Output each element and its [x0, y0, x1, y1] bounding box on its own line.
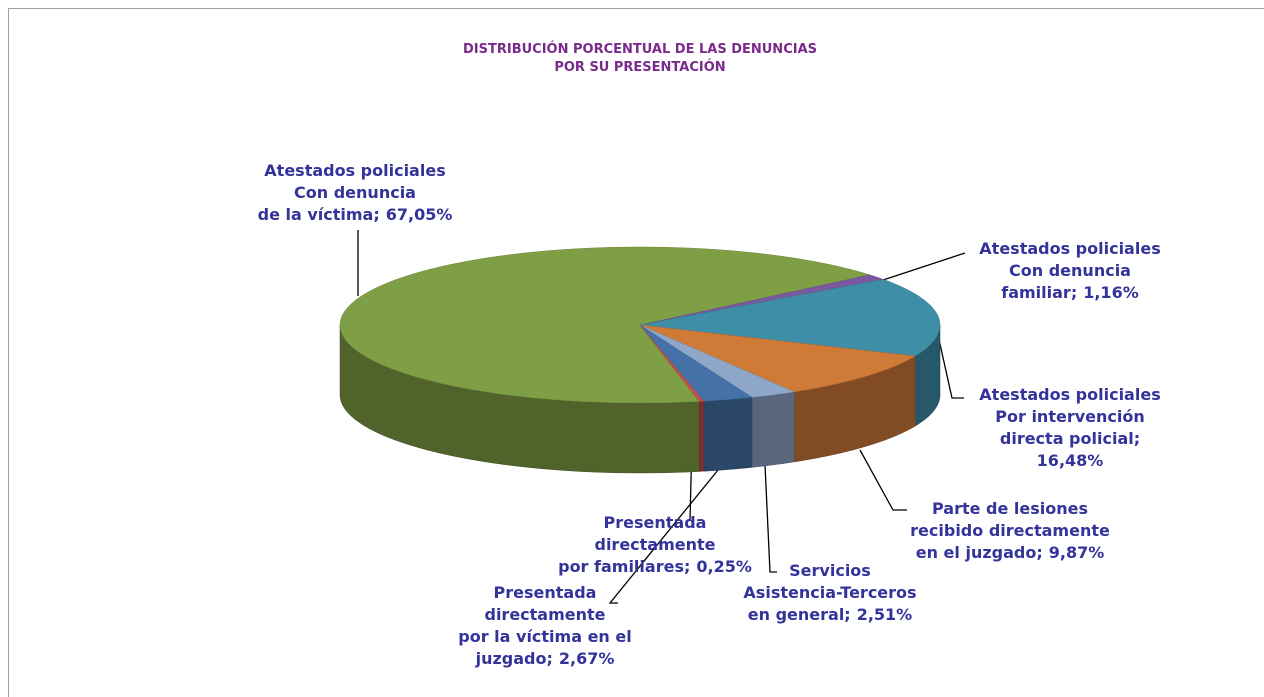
pie-sides: [339, 324, 941, 474]
label-line: Presentada: [494, 583, 597, 602]
value-label: 2,51%: [857, 605, 913, 624]
value-label: 2,67%: [559, 649, 615, 668]
slice-side: [699, 400, 705, 472]
label-line: directamente: [594, 535, 715, 554]
leader-line: [859, 449, 907, 511]
slice: [639, 279, 941, 357]
label-line: Con denuncia: [1009, 261, 1131, 280]
label-line: Asistencia-Terceros: [743, 583, 916, 602]
data-label: Atestados policiales Con denuncia familiar…: [979, 239, 1160, 302]
slice: [639, 324, 705, 402]
label-line: familiar;: [1001, 283, 1077, 302]
label-line: Atestados policiales: [264, 161, 445, 180]
value-label: 9,87%: [1049, 543, 1105, 562]
leader-line: [764, 464, 777, 573]
value-label: 1,16%: [1083, 283, 1139, 302]
data-label: Parte de lesiones recibido directamente en…: [910, 499, 1110, 562]
label-line: Con denuncia: [294, 183, 416, 202]
slice: [639, 324, 796, 398]
label-line: en el juzgado;: [916, 543, 1043, 562]
data-label: Atestados policiales Con denuncia de la ví…: [258, 161, 453, 224]
slice: [639, 324, 753, 402]
data-label: Presentada directamente por la víctima en …: [458, 583, 631, 668]
slice-side: [751, 391, 795, 468]
value-label: 0,25%: [696, 557, 752, 576]
label-line: recibido directamente: [910, 521, 1110, 540]
label-line: Servicios: [789, 561, 871, 580]
label-line: Atestados policiales: [979, 239, 1160, 258]
leader-lines: [357, 230, 966, 604]
value-label: 16,48%: [1037, 451, 1104, 470]
data-label: Servicios Asistencia-Terceros en general; 2…: [743, 561, 916, 624]
label-line: Atestados policiales: [979, 385, 1160, 404]
label-line: directamente: [484, 605, 605, 624]
label-line: por la víctima en el: [458, 627, 631, 646]
leader-line: [608, 469, 719, 604]
slice-side: [703, 397, 753, 472]
label-line: directa policial;: [1000, 429, 1140, 448]
leader-line: [937, 334, 964, 399]
label-line: Presentada: [604, 513, 707, 532]
slice: [639, 324, 916, 393]
leader-line: [879, 252, 966, 282]
frame: [8, 8, 1264, 697]
chart-title: DISTRIBUCIÓN PORCENTUAL DE LAS DENUNCIAS: [463, 41, 817, 57]
label-line: en general;: [748, 605, 851, 624]
data-label: Atestados policiales Por intervención dire…: [979, 385, 1160, 470]
value-label: 67,05%: [386, 205, 453, 224]
pie-tops: [339, 246, 941, 404]
label-line: Parte de lesiones: [932, 499, 1088, 518]
label-line: por familiares;: [558, 557, 690, 576]
chart-title: POR SU PRESENTACIÓN: [554, 59, 725, 75]
label-line: Por intervención: [995, 407, 1144, 426]
slice: [339, 246, 871, 404]
data-label: Presentada directamente por familiares; 0,2…: [558, 513, 752, 576]
label-line: de la víctima;: [258, 205, 380, 224]
label-line: juzgado;: [475, 649, 553, 668]
